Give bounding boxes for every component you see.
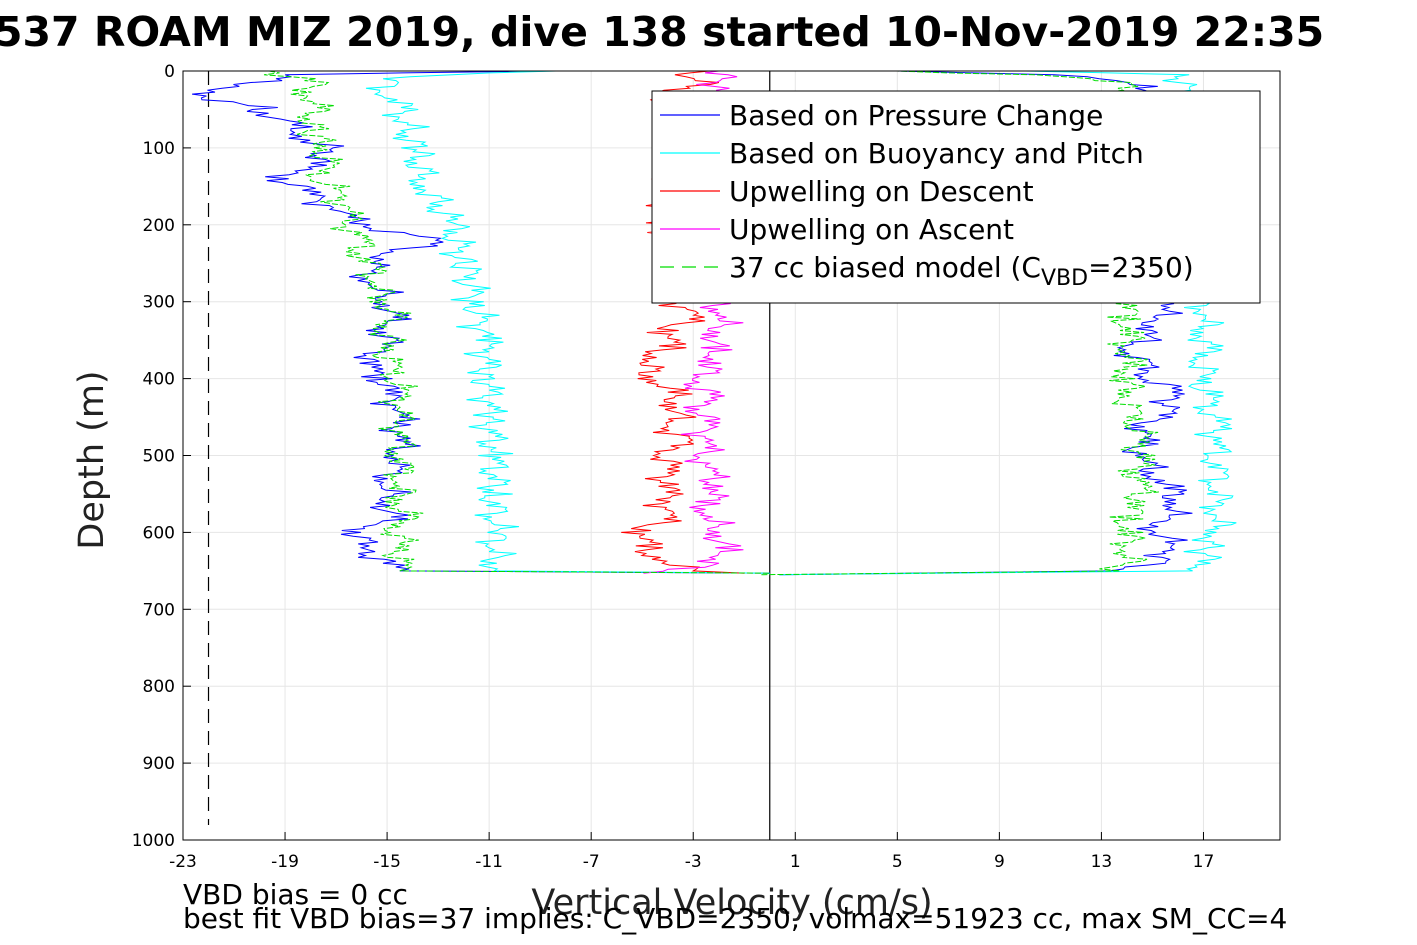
x-tick-label: -7	[583, 852, 600, 872]
x-tick-label: -15	[373, 852, 401, 872]
x-tick-label: 5	[892, 852, 903, 872]
y-tick-label: 400	[143, 370, 175, 390]
x-tick-label: -23	[169, 852, 197, 872]
x-tick-label: 17	[1193, 852, 1215, 872]
y-tick-label: 200	[143, 216, 175, 236]
x-tick-label: 9	[994, 852, 1005, 872]
y-tick-label: 1000	[132, 831, 175, 851]
y-tick-label: 300	[143, 293, 175, 313]
legend-label: Upwelling on Descent	[729, 175, 1034, 208]
x-tick-label: 1	[790, 852, 801, 872]
y-tick-label: 100	[143, 139, 175, 159]
x-tick-label: 13	[1091, 852, 1113, 872]
x-tick-label: -11	[475, 852, 503, 872]
x-tick-label: -19	[271, 852, 299, 872]
legend-label: Based on Pressure Change	[729, 99, 1103, 132]
legend-label: 37 cc biased model (CVBD=2350)	[729, 251, 1194, 291]
y-tick-label: 600	[143, 523, 175, 543]
y-tick-label: 900	[143, 754, 175, 774]
legend-label: Upwelling on Ascent	[729, 213, 1014, 246]
y-tick-label: 500	[143, 447, 175, 467]
y-axis-ticks: 0 100 200 300 400 500 600 700 800 900 1000	[132, 62, 191, 851]
chart-title: 537 ROAM MIZ 2019, dive 138 started 10-N…	[0, 8, 1324, 56]
legend: Based on Pressure Change Based on Buoyanc…	[651, 90, 1261, 304]
legend-box	[651, 90, 1261, 304]
y-tick-label: 800	[143, 677, 175, 697]
y-axis-label: Depth (m)	[72, 370, 112, 549]
x-axis-label: Vertical Velocity (cm/s)	[531, 883, 932, 923]
x-axis-ticks: -23 -19 -15 -11 -7 -3 1 5 9 13 17	[169, 832, 1214, 872]
footer-line-2: best fit VBD bias=37 implies: C_VBD=2350…	[183, 902, 1287, 935]
x-tick-label: -3	[685, 852, 702, 872]
series-line	[365, 71, 770, 574]
y-tick-label: 0	[164, 62, 175, 82]
footer-line-1: VBD bias = 0 cc	[183, 878, 408, 911]
series-line	[263, 71, 770, 574]
y-tick-label: 700	[143, 600, 175, 620]
legend-label: Based on Buoyancy and Pitch	[729, 137, 1144, 170]
